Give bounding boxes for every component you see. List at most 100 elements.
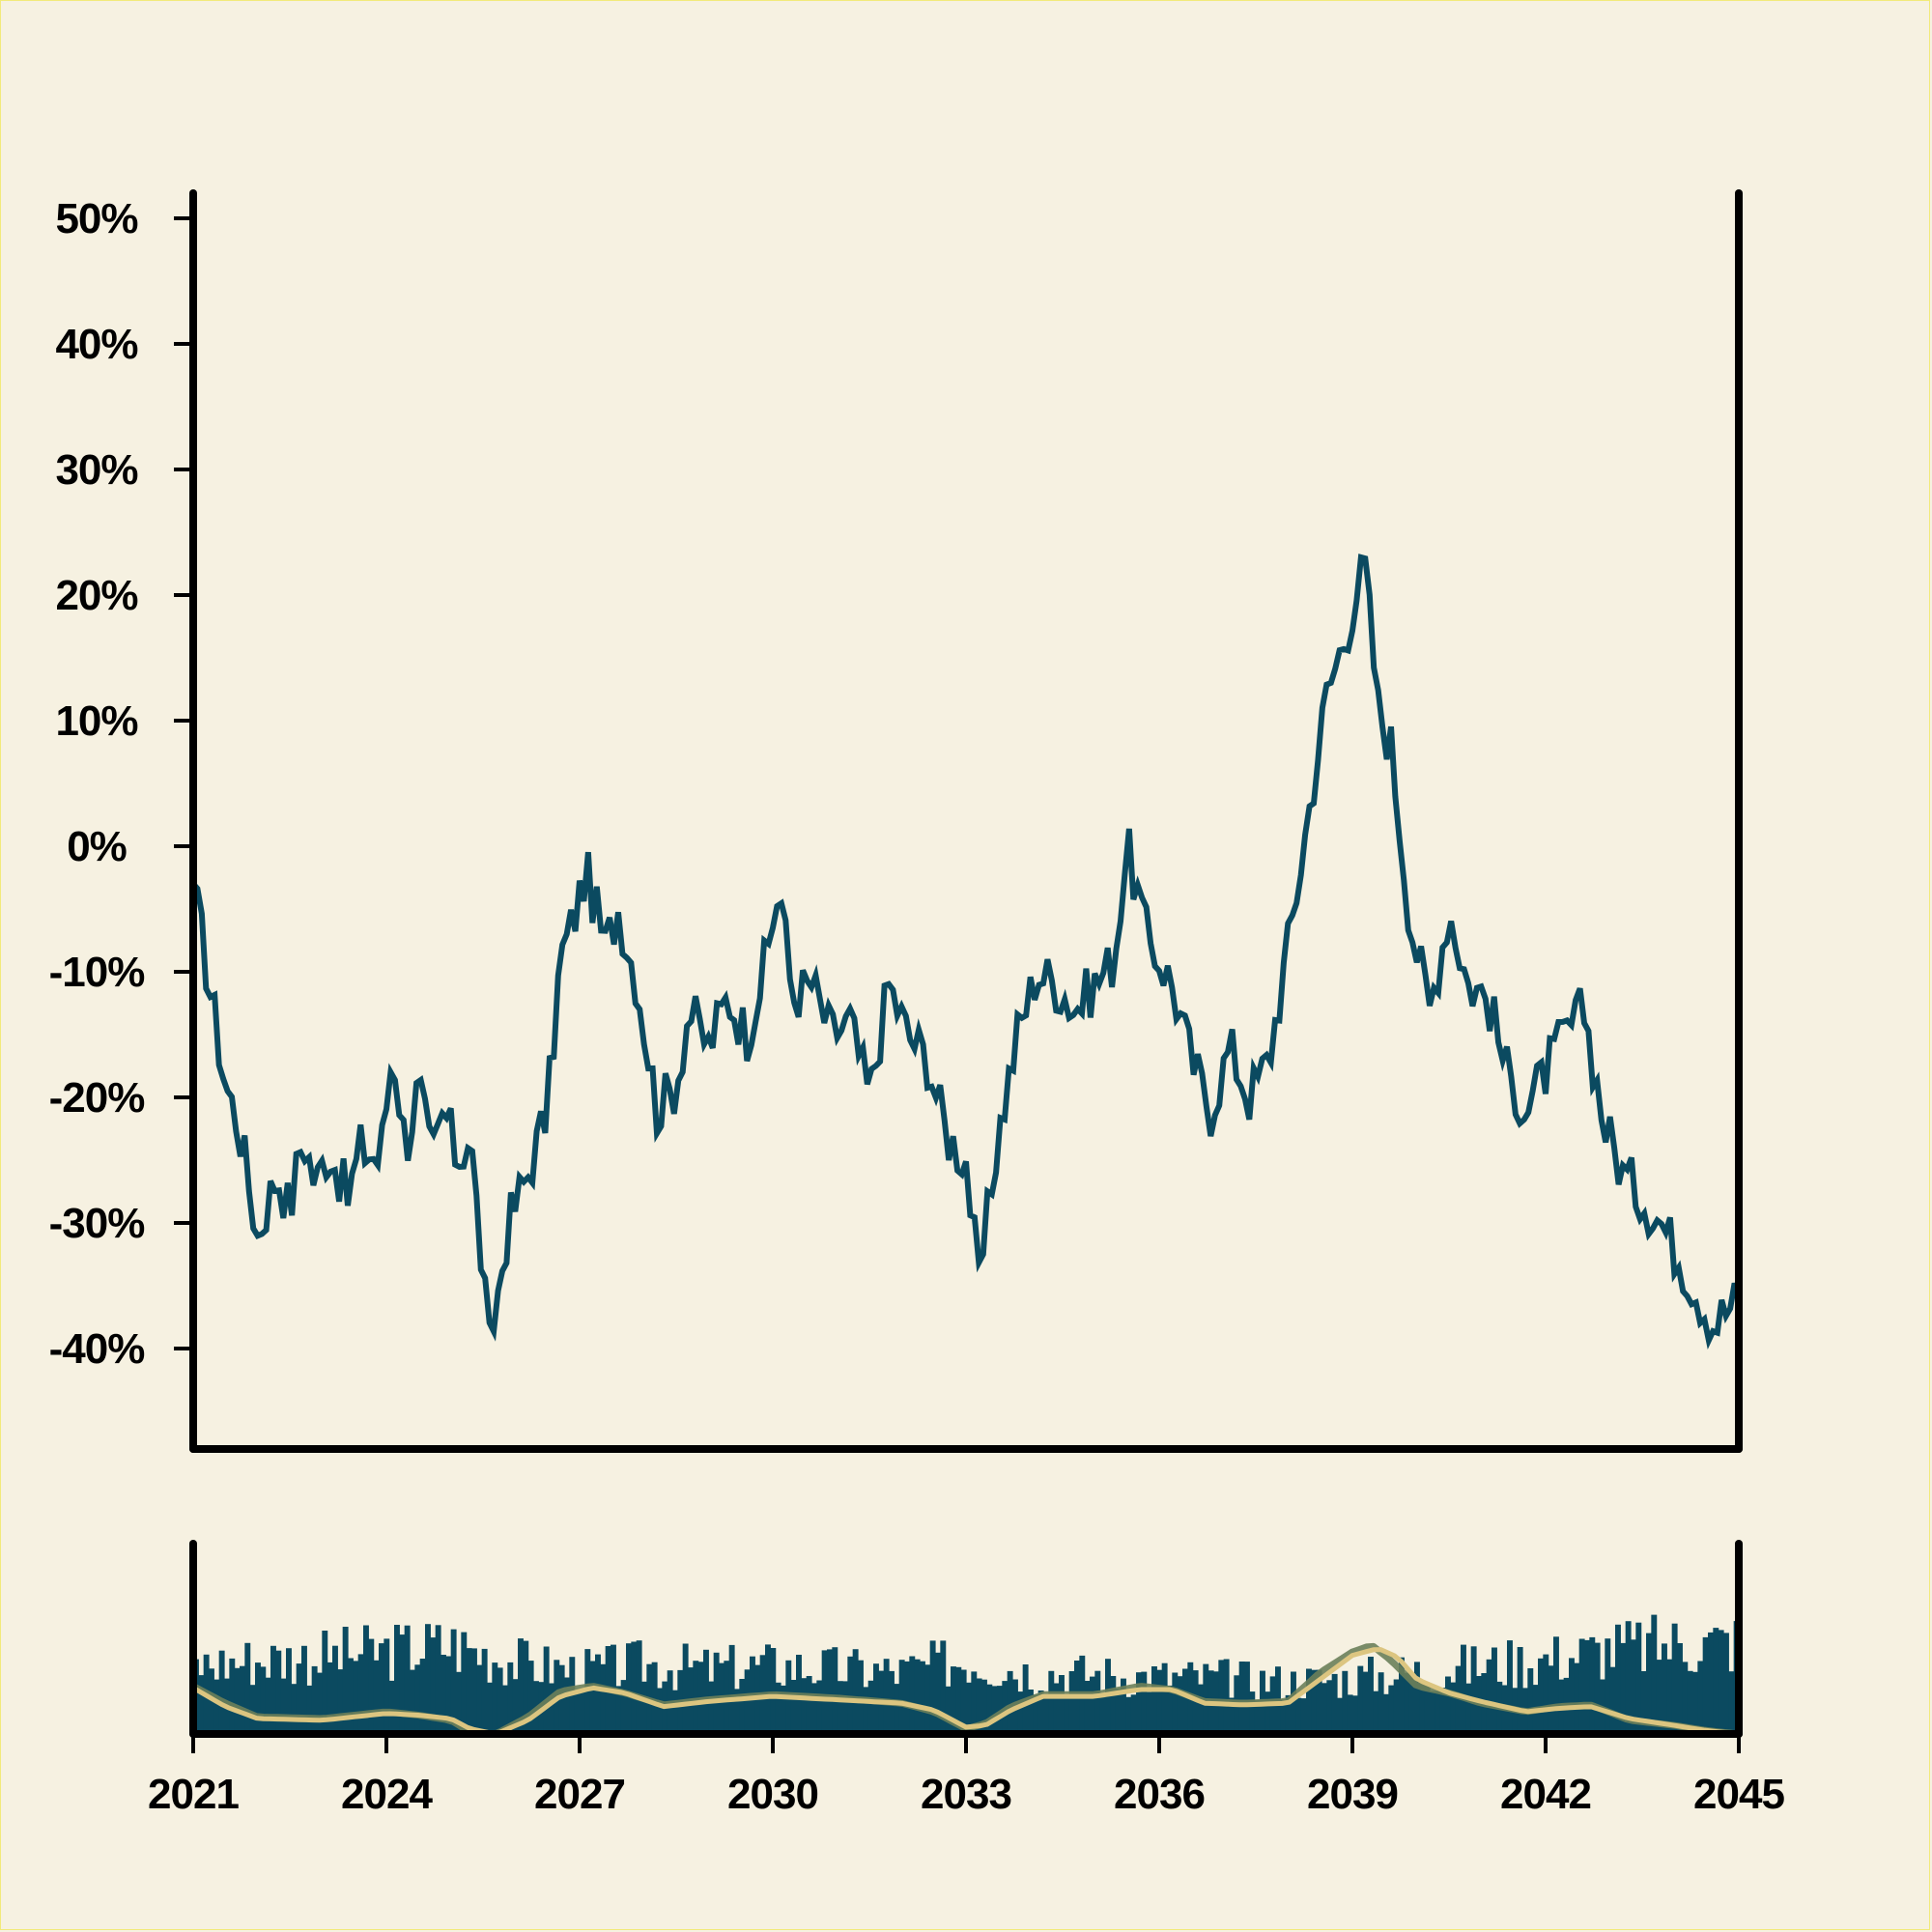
x-tick-label: 2033	[921, 1771, 1011, 1818]
volume-bar	[1037, 1690, 1044, 1734]
volume-bar	[260, 1666, 267, 1734]
x-tick-label: 2027	[534, 1771, 625, 1818]
y-tick-label: 30%	[55, 446, 137, 494]
y-tick-label: 10%	[55, 697, 137, 745]
volume-bar	[275, 1650, 282, 1734]
volume-bar	[1615, 1624, 1621, 1734]
volume-bar	[1543, 1654, 1549, 1734]
volume-bar	[240, 1665, 245, 1734]
volume-bar	[960, 1669, 967, 1734]
main-series-line	[190, 554, 1742, 1350]
volume-bar	[1697, 1661, 1704, 1734]
volume-bar	[600, 1663, 607, 1734]
volume-bar	[425, 1624, 431, 1734]
volume-bar	[440, 1655, 446, 1734]
main-line-layer	[190, 554, 1742, 1350]
volume-bar	[456, 1671, 462, 1734]
volume-bar	[929, 1640, 936, 1734]
volume-bar	[1507, 1640, 1513, 1734]
volume-bar	[852, 1649, 859, 1734]
volume-bar	[1450, 1682, 1457, 1734]
volume-bar	[1578, 1638, 1585, 1734]
volume-bar	[363, 1625, 369, 1734]
volume-bar	[1682, 1662, 1689, 1734]
volume-bar	[672, 1690, 678, 1734]
volume-bar	[657, 1688, 663, 1734]
volume-bar	[765, 1644, 771, 1734]
volume-bar	[1331, 1673, 1338, 1734]
volume-bar	[1461, 1644, 1466, 1734]
volume-bar	[1662, 1643, 1667, 1734]
volume-bar	[1048, 1670, 1055, 1734]
volume-bar	[986, 1684, 993, 1734]
volume-bar	[951, 1666, 956, 1734]
volume-bar	[1455, 1665, 1462, 1734]
volume-bar	[1043, 1693, 1049, 1734]
volume-bar	[1708, 1632, 1714, 1734]
volume-bar	[1167, 1685, 1173, 1734]
volume-bar	[914, 1659, 921, 1734]
volume-bar	[1033, 1694, 1039, 1734]
volume-bar	[574, 1692, 581, 1734]
volume-bar	[1295, 1697, 1302, 1734]
y-tick-label: -30%	[49, 1200, 145, 1247]
volume-bar	[1192, 1670, 1199, 1734]
volume-bar	[492, 1662, 498, 1734]
volume-bar	[1362, 1671, 1369, 1734]
volume-bar	[1538, 1658, 1544, 1734]
volume-bar	[450, 1629, 457, 1734]
volume-bar	[1357, 1665, 1364, 1734]
volume-bar	[332, 1645, 338, 1734]
volume-bar	[1620, 1642, 1627, 1734]
volume-bar	[728, 1644, 735, 1734]
y-tick-label: -10%	[49, 949, 145, 996]
volume-bar	[842, 1681, 848, 1734]
volume-bar	[1414, 1662, 1420, 1734]
volume-bar	[1687, 1670, 1693, 1734]
volume-bar	[1084, 1681, 1091, 1734]
volume-bar	[1635, 1622, 1642, 1734]
volume-bar	[476, 1664, 483, 1734]
volume-bar	[1059, 1675, 1065, 1734]
volume-bar	[1099, 1692, 1106, 1734]
volume-bar	[1445, 1676, 1451, 1734]
volume-bar	[564, 1677, 570, 1734]
volume-bar	[1470, 1646, 1477, 1734]
volume-bar	[1677, 1643, 1683, 1734]
volume-bar	[832, 1647, 838, 1734]
volume-bar	[1430, 1690, 1435, 1734]
x-tick-label: 2045	[1693, 1771, 1784, 1818]
volume-bar	[1182, 1668, 1188, 1734]
volume-bar	[1254, 1700, 1261, 1734]
volume-bar	[1548, 1665, 1554, 1734]
volume-bar	[1130, 1694, 1137, 1734]
volume-bar	[1342, 1670, 1349, 1734]
volume-bar	[471, 1648, 477, 1734]
volume-bar	[1249, 1691, 1256, 1734]
volume-bar	[1352, 1695, 1358, 1734]
volume-bar	[296, 1663, 302, 1734]
volume-bar	[615, 1686, 622, 1734]
volume-bar	[781, 1685, 786, 1734]
volume-bar	[291, 1684, 298, 1734]
volume-bar	[847, 1656, 854, 1734]
volume-bar	[981, 1679, 987, 1734]
volume-bar	[1156, 1669, 1163, 1734]
volume-bar	[1656, 1660, 1662, 1734]
volume-bar	[481, 1648, 488, 1734]
volume-bar	[1161, 1662, 1168, 1734]
y-tick-label: 0%	[67, 823, 127, 870]
volume-bar	[249, 1685, 256, 1734]
volume-bar	[693, 1661, 699, 1734]
volume-bar	[1651, 1614, 1658, 1734]
volume-bar	[1383, 1693, 1389, 1734]
volume-bar	[342, 1627, 349, 1734]
volume-bar	[1424, 1683, 1431, 1734]
volume-bar	[1640, 1671, 1647, 1734]
volume-bar	[218, 1650, 225, 1734]
volume-bar	[1718, 1630, 1724, 1734]
smooth-lines	[191, 1642, 1740, 1738]
volume-bar	[991, 1686, 998, 1734]
volume-bar	[867, 1680, 874, 1734]
